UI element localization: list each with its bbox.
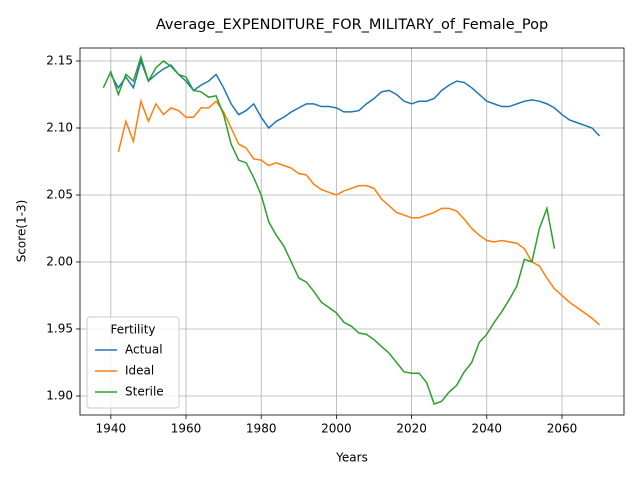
series-line: [102, 54, 556, 405]
x-tick-label: 2060: [547, 422, 578, 436]
x-tick-label: 1960: [171, 422, 202, 436]
y-tick-label: 2.15: [46, 53, 73, 67]
x-tick-label: 2000: [321, 422, 352, 436]
x-tick-label: 2040: [472, 422, 503, 436]
plot-frame: [79, 47, 625, 416]
legend-label: Sterile: [125, 385, 164, 399]
legend-box: [86, 316, 180, 409]
legend-title: Fertility: [110, 323, 155, 337]
y-axis-label: Score(1-3): [15, 200, 29, 263]
y-tick-label: 2.10: [46, 120, 73, 134]
y-tick-label: 1.95: [46, 321, 73, 335]
x-tick-label: 2020: [396, 422, 427, 436]
chart-title: Average_EXPENDITURE_FOR_MILITARY_of_Fema…: [156, 17, 548, 33]
series-line: [117, 98, 601, 326]
x-tick-label: 1940: [96, 422, 127, 436]
legend-label: Actual: [125, 343, 163, 357]
series-line: [110, 58, 601, 137]
x-axis-label: Years: [335, 451, 368, 465]
y-tick-label: 2.05: [46, 187, 73, 201]
y-tick-label: 1.90: [46, 388, 73, 402]
x-tick-label: 1980: [246, 422, 277, 436]
legend-label: Ideal: [125, 364, 154, 378]
y-tick-label: 2.00: [46, 254, 73, 268]
